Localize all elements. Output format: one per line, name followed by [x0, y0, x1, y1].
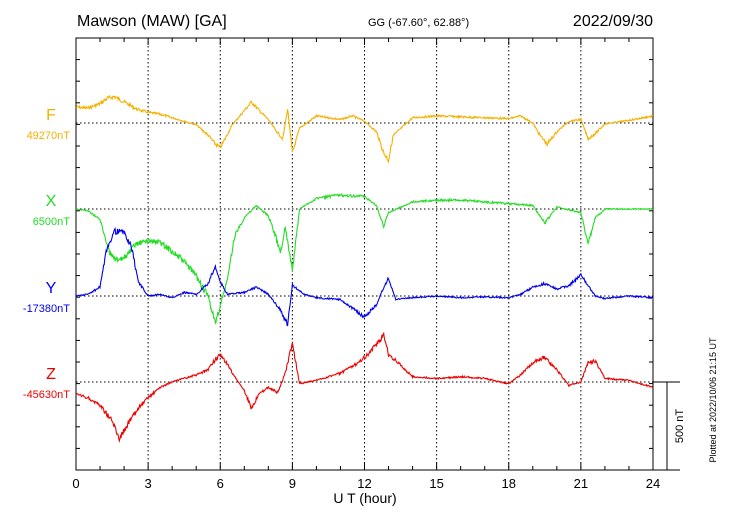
series-name-x: X	[46, 193, 57, 210]
series-group	[75, 95, 654, 443]
series-baseline-f: 49270nT	[27, 130, 71, 142]
series-line-f	[75, 95, 654, 164]
series-line-x	[75, 192, 654, 325]
series-labels: F 49270nT X 6500nT Y -17380nT Z -45630nT	[23, 107, 70, 401]
station-title: Mawson (MAW) [GA]	[77, 13, 227, 30]
x-tick-label: 3	[145, 476, 152, 491]
plotted-timestamp: Plotted at 2022/10/06 21:15 UT	[708, 337, 718, 463]
series-line-z	[75, 331, 654, 443]
x-tick-label: 6	[217, 476, 224, 491]
series-name-z: Z	[46, 366, 56, 383]
x-tick-label: 0	[72, 476, 79, 491]
series-name-y: Y	[46, 280, 57, 297]
x-tick-labels: 0 3 6 9 12 15 18 21 24	[72, 476, 660, 491]
coords-label: GG (-67.60°, 62.88°)	[368, 17, 469, 29]
series-baseline-x: 6500nT	[33, 216, 71, 228]
series-baseline-z: -45630nT	[23, 389, 70, 401]
date-label: 2022/09/30	[573, 13, 653, 30]
x-tick-label: 15	[429, 476, 443, 491]
x-axis-label: U T (hour)	[333, 490, 396, 506]
x-tick-label: 9	[289, 476, 296, 491]
scale-bar: 500 nT	[653, 381, 686, 471]
x-tick-label: 21	[574, 476, 588, 491]
axis-ticks	[75, 37, 654, 470]
series-line-y	[75, 227, 654, 327]
scale-bar-label: 500 nT	[674, 409, 686, 444]
grid-lines	[76, 38, 653, 470]
x-tick-label: 24	[646, 476, 660, 491]
x-tick-label: 12	[357, 476, 371, 491]
series-baseline-y: -17380nT	[23, 303, 70, 315]
x-tick-label: 18	[502, 476, 516, 491]
series-name-f: F	[46, 107, 56, 124]
